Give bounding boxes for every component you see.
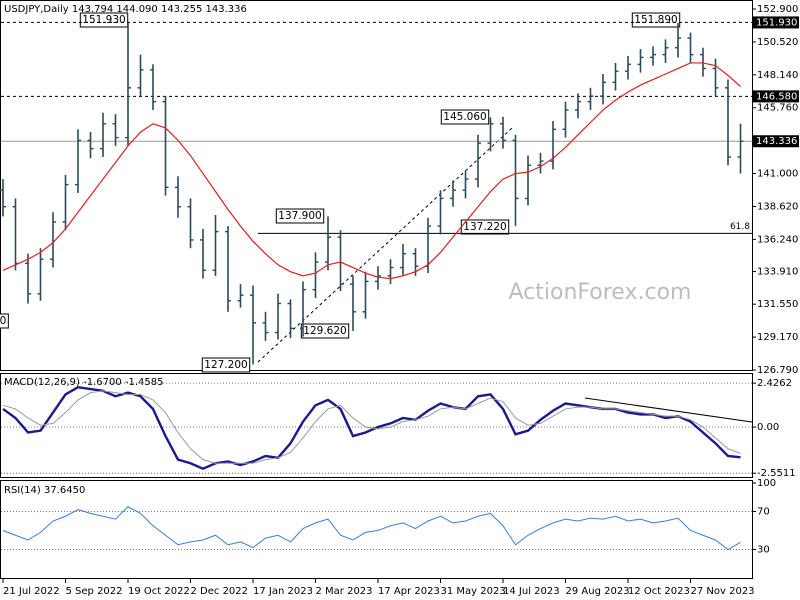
macd-title: MACD(12,26,9) -1.6700 -1.4585 [4, 377, 164, 388]
y-tick-label: 141.000 [757, 169, 798, 180]
x-tick-label: 17 Jan 2023 [253, 586, 313, 597]
x-tick-label: 5 Sep 2022 [66, 586, 123, 597]
x-tick-label: 29 Aug 2023 [566, 586, 630, 597]
annotation: 137.220 [463, 221, 506, 233]
x-tick-label: 19 Oct 2022 [128, 586, 190, 597]
annotation: 127.200 [204, 359, 247, 371]
series-line [2, 390, 741, 464]
level-label: 151.930 [756, 17, 797, 28]
price-panel [0, 0, 753, 371]
y-tick-label: 152.900 [757, 4, 798, 15]
macd-panel [0, 373, 753, 478]
level-label: 146.580 [756, 91, 797, 102]
y-tick-label: 2.4262 [757, 378, 792, 389]
annotation: 129.620 [303, 325, 346, 337]
level-label-box [753, 135, 799, 148]
y-tick-label: 150.520 [757, 37, 798, 48]
x-tick-label: 2 Dec 2022 [191, 586, 249, 597]
y-tick-label: 126.790 [757, 365, 798, 376]
x-tick-label: 12 Oct 2023 [628, 586, 690, 597]
y-tick-label: 145.760 [757, 103, 798, 114]
annotation-box [275, 208, 325, 224]
y-tick-label: 0.00 [757, 422, 779, 433]
annotation: 0 [0, 315, 6, 327]
rsi-title: RSI(14) 37.6450 [4, 485, 85, 496]
macd-trend-line [584, 397, 753, 423]
x-tick-label: 2 Mar 2023 [316, 586, 373, 597]
annotation: 145.060 [443, 111, 486, 123]
annotation-box [79, 12, 129, 28]
x-tick-label: 31 May 2023 [441, 586, 506, 597]
x-tick-label: 21 Jul 2022 [3, 586, 60, 597]
annotation-box [631, 12, 681, 28]
y-tick-label: 129.170 [757, 332, 798, 343]
annotation: 151.930 [82, 14, 125, 26]
level-label-box [753, 16, 799, 29]
price-title: USDJPY,Daily 143.794 144.090 143.255 143… [4, 4, 247, 15]
rsi-panel [0, 480, 753, 579]
annotation-box [300, 323, 350, 339]
y-tick-label: 138.620 [757, 201, 798, 212]
annotation: 151.890 [634, 14, 677, 26]
x-tick-label: 27 Nov 2023 [691, 586, 755, 597]
y-tick-label: 133.910 [757, 267, 798, 278]
x-tick-label: 14 Jul 2023 [503, 586, 560, 597]
y-tick-label: 100 [757, 478, 776, 489]
y-tick-label: 30 [757, 545, 770, 556]
annotation-box [201, 357, 251, 373]
y-tick-label: -2.5511 [757, 468, 796, 479]
moving-average [2, 62, 741, 280]
y-tick-label: 131.550 [757, 299, 798, 310]
y-tick-label: 70 [757, 507, 770, 518]
annotation-box [0, 313, 9, 329]
y-tick-label: 148.140 [757, 70, 798, 81]
x-tick-label: 17 Apr 2023 [378, 586, 440, 597]
level-label: 143.336 [756, 136, 797, 147]
watermark: ActionForex.com [509, 280, 692, 305]
level-label-box [753, 90, 799, 103]
annotation: 137.900 [278, 210, 321, 222]
fib-label: 61.8 [730, 222, 750, 232]
series-line [2, 506, 741, 551]
annotation-box [440, 109, 490, 125]
y-tick-label: 136.240 [757, 234, 798, 245]
